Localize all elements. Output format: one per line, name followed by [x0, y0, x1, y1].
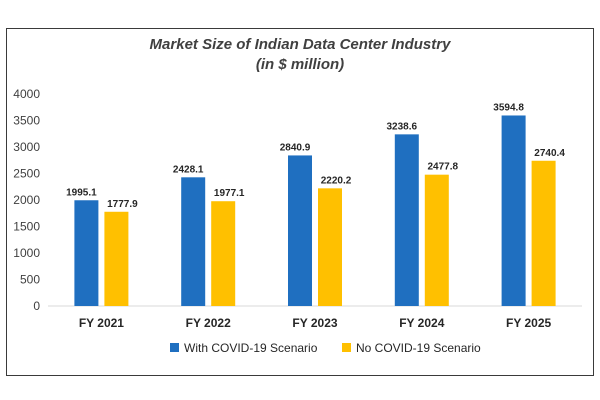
bar-with-covid: [288, 155, 312, 306]
legend-label: No COVID-19 Scenario: [356, 341, 481, 355]
y-tick-label: 3000: [13, 140, 40, 154]
data-label: 2840.9: [280, 142, 311, 153]
bar-with-covid: [74, 200, 99, 306]
x-category-label: FY 2025: [506, 316, 551, 330]
data-label: 2740.4: [534, 148, 565, 159]
legend-label: With COVID-19 Scenario: [184, 341, 318, 355]
y-tick-label: 2500: [13, 167, 40, 181]
data-label: 2428.1: [173, 164, 204, 175]
y-tick-label: 2000: [13, 193, 40, 207]
bar-with-covid: [181, 177, 206, 306]
data-label: 3238.6: [387, 121, 418, 132]
x-category-label: FY 2021: [79, 316, 124, 330]
bar-no-covid: [211, 201, 236, 306]
data-label: 1777.9: [107, 199, 138, 210]
y-tick-label: 1500: [13, 220, 40, 234]
data-label: 1995.1: [66, 187, 97, 198]
bar-no-covid: [424, 174, 449, 306]
y-tick-label: 1000: [13, 246, 40, 260]
y-tick-label: 3500: [13, 114, 40, 128]
data-label: 2220.2: [321, 175, 352, 186]
bar-no-covid: [104, 211, 129, 306]
x-category-label: FY 2022: [186, 316, 231, 330]
bar-with-covid: [501, 115, 526, 306]
chart-subtitle: (in $ million): [255, 56, 345, 73]
y-tick-label: 500: [20, 273, 40, 287]
bar-with-covid: [394, 134, 419, 306]
bar-no-covid: [531, 160, 556, 306]
y-tick-label: 0: [33, 299, 40, 313]
x-category-label: FY 2024: [399, 316, 444, 330]
legend-swatch: [170, 343, 179, 352]
legend-swatch: [342, 343, 351, 352]
x-category-label: FY 2023: [292, 316, 337, 330]
data-label: 3594.8: [493, 102, 524, 113]
y-tick-label: 4000: [13, 87, 40, 101]
data-label: 2477.8: [428, 162, 459, 173]
data-label: 1977.1: [214, 188, 245, 199]
bar-no-covid: [318, 188, 342, 306]
chart-title: Market Size of Indian Data Center Indust…: [149, 36, 451, 53]
